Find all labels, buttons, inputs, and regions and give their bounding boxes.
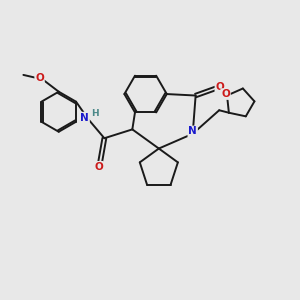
- Text: N: N: [188, 126, 197, 136]
- Text: N: N: [80, 112, 89, 123]
- Text: O: O: [215, 82, 224, 92]
- Text: O: O: [94, 162, 103, 172]
- Text: O: O: [221, 89, 230, 99]
- Text: H: H: [91, 109, 98, 118]
- Text: O: O: [35, 73, 44, 83]
